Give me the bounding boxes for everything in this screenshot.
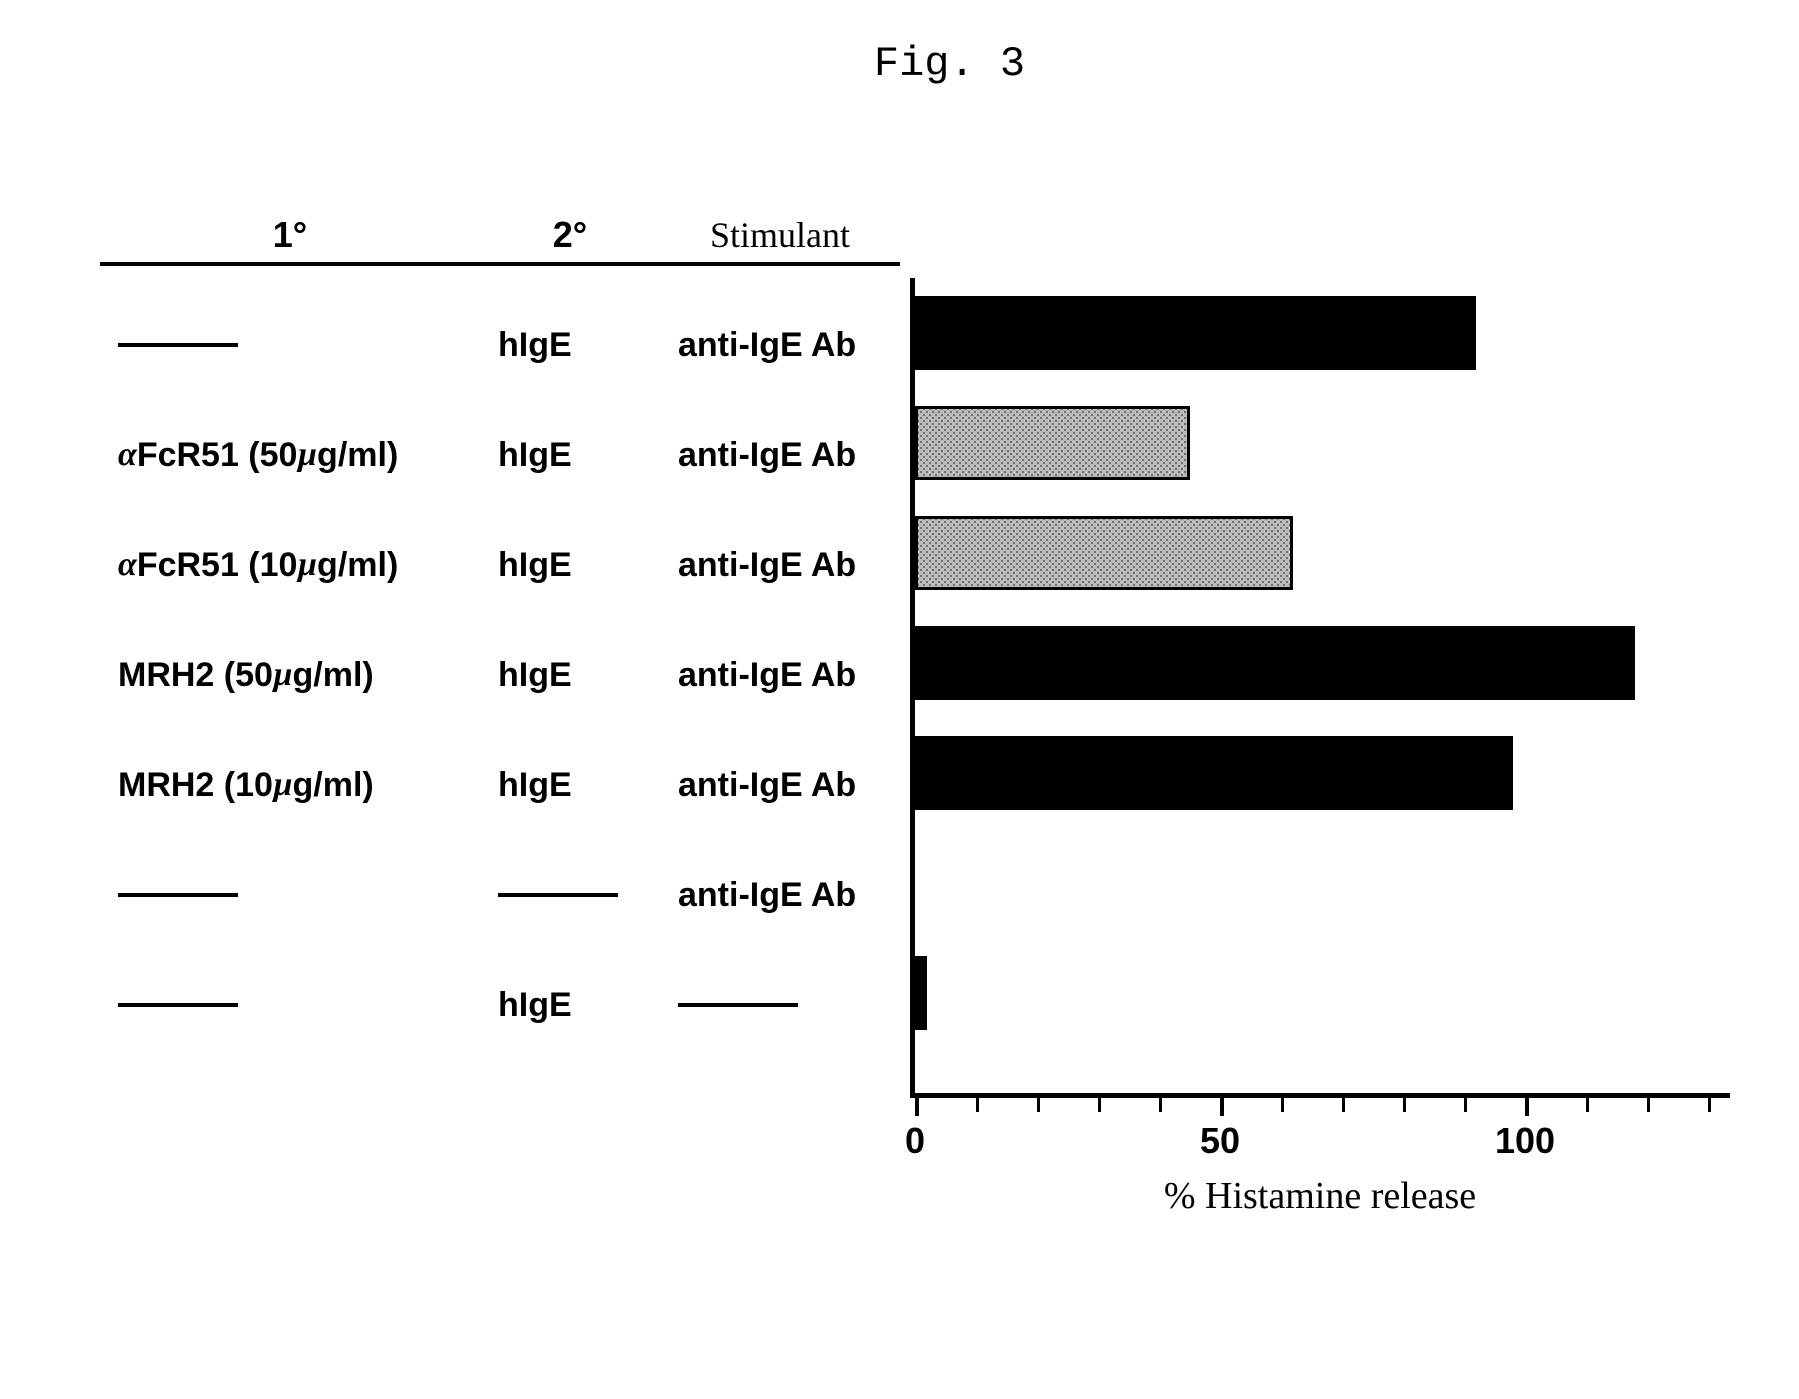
x-tick	[1098, 1098, 1101, 1112]
row6-c3: anti-IgE Ab	[660, 840, 900, 950]
row2-c1: α FcR51 (50 µg/ml)	[100, 400, 480, 510]
x-axis-ticks	[910, 1098, 1730, 1116]
dash-icon	[498, 893, 618, 897]
col1-header: 1°	[100, 208, 480, 266]
x-tick	[1159, 1098, 1162, 1112]
x-axis-labels: 050100	[910, 1116, 1730, 1166]
bar-row	[915, 938, 1730, 1048]
row4-c3: anti-IgE Ab	[660, 620, 900, 730]
row3-c2: hIgE	[480, 510, 660, 620]
x-tick	[1525, 1098, 1529, 1116]
row2-c2: hIgE	[480, 400, 660, 510]
bar	[915, 296, 1476, 370]
x-tick-label: 0	[905, 1120, 925, 1162]
alpha-icon: α	[118, 546, 137, 584]
row4-c1: MRH2 (50 µg/ml)	[100, 620, 480, 730]
dash-icon	[118, 893, 238, 897]
bar	[915, 736, 1513, 810]
bar-row	[915, 498, 1730, 608]
x-tick	[976, 1098, 979, 1112]
x-tick	[1586, 1098, 1589, 1112]
x-tick	[1220, 1098, 1224, 1116]
row7-c1	[100, 950, 480, 1060]
row6-c2	[480, 840, 660, 950]
dash-icon	[118, 343, 238, 347]
col3-header: Stimulant	[660, 208, 900, 266]
row5-c3: anti-IgE Ab	[660, 730, 900, 840]
column-stimulant: Stimulant anti-IgE Ab anti-IgE Ab anti-I…	[660, 208, 900, 1060]
chart-header-spacer	[910, 208, 1730, 278]
x-tick	[1037, 1098, 1040, 1112]
figure-title: Fig. 3	[140, 40, 1759, 88]
x-tick	[915, 1098, 919, 1116]
bar	[915, 516, 1293, 590]
chart-plot-area	[910, 278, 1730, 1098]
bar-chart: 050100 % Histamine release	[910, 208, 1730, 1218]
text: MRH2 (10	[118, 766, 273, 805]
bar-row	[915, 608, 1730, 718]
x-tick	[1708, 1098, 1711, 1112]
row6-c1	[100, 840, 480, 950]
figure-content: 1° α FcR51 (50 µg/ml) α FcR51 (10 µg/ml)…	[100, 208, 1759, 1218]
x-tick	[1647, 1098, 1650, 1112]
bar	[915, 956, 927, 1030]
mu-icon: µ	[297, 546, 317, 584]
alpha-icon: α	[118, 436, 137, 474]
row1-c3: anti-IgE Ab	[660, 290, 900, 400]
x-tick	[1403, 1098, 1406, 1112]
row4-c2: hIgE	[480, 620, 660, 730]
col2-header: 2°	[480, 208, 660, 266]
dash-icon	[118, 1003, 238, 1007]
row5-c2: hIgE	[480, 730, 660, 840]
bar-row	[915, 388, 1730, 498]
mu-icon: µ	[297, 436, 317, 474]
bar-row	[915, 718, 1730, 828]
mu-icon: µ	[273, 766, 293, 804]
text: g/ml)	[293, 766, 374, 805]
bar-row	[915, 278, 1730, 388]
text: g/ml)	[293, 656, 374, 695]
text: MRH2 (50	[118, 656, 273, 695]
bar	[915, 626, 1635, 700]
row1-c1	[100, 290, 480, 400]
conditions-table: 1° α FcR51 (50 µg/ml) α FcR51 (10 µg/ml)…	[100, 208, 900, 1060]
row3-c1: α FcR51 (10 µg/ml)	[100, 510, 480, 620]
x-tick	[1464, 1098, 1467, 1112]
column-primary: 1° α FcR51 (50 µg/ml) α FcR51 (10 µg/ml)…	[100, 208, 480, 1060]
text: FcR51 (50	[137, 436, 298, 475]
row2-c3: anti-IgE Ab	[660, 400, 900, 510]
x-tick-label: 100	[1495, 1120, 1555, 1162]
text: g/ml)	[317, 436, 398, 475]
x-tick	[1342, 1098, 1345, 1112]
mu-icon: µ	[273, 656, 293, 694]
x-axis-title: % Histamine release	[910, 1174, 1730, 1218]
dash-icon	[678, 1003, 798, 1007]
bar	[915, 406, 1190, 480]
column-secondary: 2° hIgE hIgE hIgE hIgE hIgE hIgE	[480, 208, 660, 1060]
x-tick-label: 50	[1200, 1120, 1240, 1162]
row7-c3	[660, 950, 900, 1060]
x-tick	[1281, 1098, 1284, 1112]
row5-c1: MRH2 (10 µg/ml)	[100, 730, 480, 840]
text: g/ml)	[317, 546, 398, 585]
row7-c2: hIgE	[480, 950, 660, 1060]
row3-c3: anti-IgE Ab	[660, 510, 900, 620]
bar-row	[915, 828, 1730, 938]
row1-c2: hIgE	[480, 290, 660, 400]
text: FcR51 (10	[137, 546, 298, 585]
